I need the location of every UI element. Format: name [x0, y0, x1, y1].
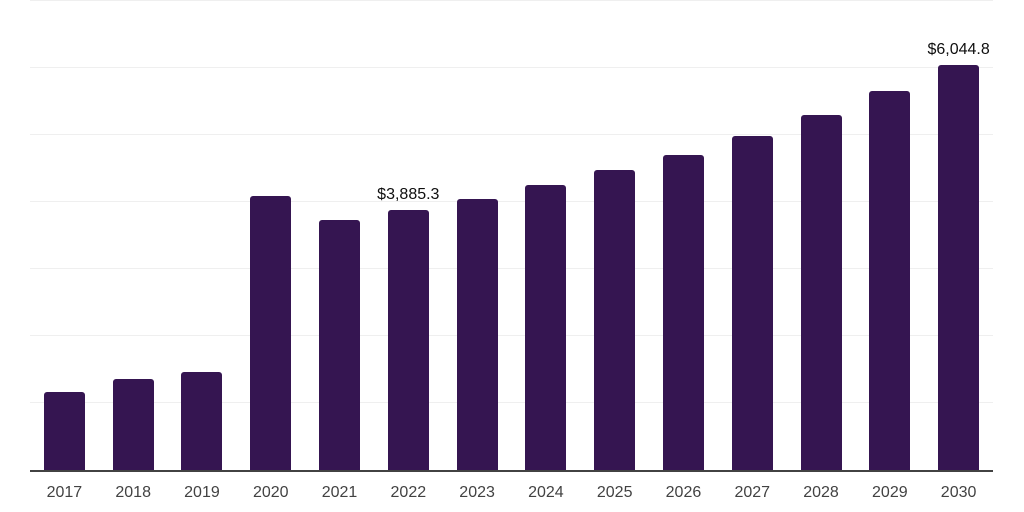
bar-2023 — [456, 198, 498, 470]
bar-2017 — [43, 392, 85, 470]
bar-2027 — [731, 136, 773, 470]
x-tick-2021: 2021 — [321, 484, 358, 501]
bar-2030 — [938, 65, 980, 470]
x-tick-2019: 2019 — [184, 484, 220, 501]
bar-2024 — [525, 184, 567, 470]
x-tick-2029: 2029 — [872, 484, 908, 501]
x-tick-2026: 2026 — [665, 484, 702, 501]
bar-2022 — [387, 209, 429, 470]
x-tick-2027: 2027 — [734, 484, 771, 501]
x-tick-2023: 2023 — [459, 484, 495, 501]
gridline — [30, 201, 993, 202]
bar-2019 — [181, 371, 223, 470]
gridline — [30, 67, 993, 68]
plot-area: $3,885.3 $6,044.8 — [30, 0, 993, 470]
x-tick-2018: 2018 — [115, 484, 151, 501]
bar-2029 — [869, 91, 911, 470]
bar-2025 — [594, 170, 636, 470]
bar-2020 — [250, 196, 292, 470]
bar-2026 — [662, 154, 704, 470]
bar-2018 — [112, 378, 154, 470]
gridline — [30, 402, 993, 403]
x-tick-2020: 2020 — [252, 484, 289, 501]
data-label-2030: $6,044.8 — [927, 41, 990, 58]
gridline — [30, 0, 993, 1]
x-axis-labels: 2017 2018 2019 2020 2021 2022 2023 2024 2025 2026… — [30, 484, 993, 506]
x-axis-line — [30, 470, 993, 472]
gridline — [30, 134, 993, 135]
gridline — [30, 335, 993, 336]
x-tick-2017: 2017 — [46, 484, 83, 501]
data-label-2022: $3,885.3 — [377, 185, 440, 203]
bar-2028 — [800, 114, 842, 470]
x-tick-2024: 2024 — [528, 484, 564, 501]
x-tick-2030: 2030 — [940, 484, 977, 501]
x-tick-2025: 2025 — [596, 484, 633, 501]
x-tick-2028: 2028 — [803, 484, 839, 501]
gridline — [30, 268, 993, 269]
bar-2021 — [319, 220, 361, 470]
x-tick-2022: 2022 — [390, 484, 427, 501]
